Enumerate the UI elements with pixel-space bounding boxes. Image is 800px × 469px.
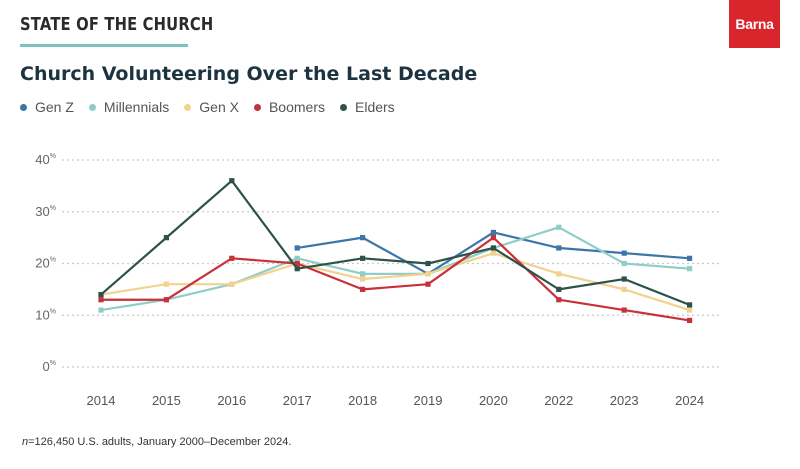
legend-item-elders: Elders — [340, 99, 395, 115]
legend-swatch-boomers — [253, 103, 261, 111]
brand-underline — [20, 44, 188, 47]
series-line-gen-x — [99, 252, 691, 312]
point-boomers-2020 — [490, 235, 496, 241]
y-tick-value-20: 20 — [35, 256, 49, 271]
point-gen-x-2018 — [360, 276, 366, 282]
x-tick-label-2022: 2022 — [544, 393, 573, 408]
x-tick-label-2023: 2023 — [610, 393, 639, 408]
legend-item-gen-z: Gen Z — [20, 99, 74, 115]
legend-item-gen-x: Gen X — [184, 99, 239, 115]
point-millennials-2017 — [294, 255, 300, 261]
point-elders-2020 — [490, 245, 496, 251]
barna-logo: Barna — [729, 0, 780, 48]
point-gen-z-2023 — [621, 250, 627, 256]
legend-label-elders: Elders — [355, 99, 395, 115]
point-boomers-2019 — [425, 281, 431, 287]
point-gen-z-2022 — [556, 245, 562, 251]
y-tick-suffix-20: % — [50, 257, 56, 264]
y-tick-suffix-40: % — [50, 153, 56, 160]
legend-label-gen-x: Gen X — [199, 99, 239, 115]
series-boomers — [98, 235, 693, 324]
point-gen-z-2024 — [687, 255, 693, 261]
point-boomers-2016 — [229, 255, 235, 261]
legend-swatch-gen-z — [20, 103, 27, 111]
point-boomers-2024 — [687, 317, 693, 324]
series-line-elders — [99, 179, 691, 306]
point-gen-z-2018 — [360, 235, 366, 241]
point-millennials-2023 — [621, 260, 627, 267]
point-gen-z-2017 — [294, 245, 300, 251]
y-tick-label-20: 20% — [35, 256, 56, 271]
point-millennials-2022 — [556, 224, 562, 230]
chart-title: Church Volunteering Over the Last Decade — [20, 63, 478, 85]
point-millennials-2018 — [360, 271, 366, 277]
point-elders-2022 — [556, 286, 562, 292]
x-tick-label-2015: 2015 — [152, 393, 181, 408]
point-gen-x-2015 — [163, 281, 169, 287]
point-boomers-2022 — [556, 297, 562, 303]
y-tick-suffix-10: % — [50, 308, 56, 315]
x-tick-label-2017: 2017 — [283, 393, 312, 408]
legend-swatch-gen-x — [184, 103, 192, 111]
point-millennials-2024 — [687, 266, 693, 272]
footnote-n-label: n — [22, 436, 29, 448]
legend-swatch-millennials — [88, 103, 96, 111]
footnote-text: =126,450 U.S. adults, January 2000–Decem… — [28, 436, 292, 448]
point-gen-x-2022 — [556, 271, 562, 277]
legend-label-gen-z: Gen Z — [35, 99, 74, 115]
y-tick-value-0: 0 — [43, 359, 50, 374]
x-tick-label-2024: 2024 — [675, 393, 704, 408]
y-tick-suffix-30: % — [50, 205, 56, 212]
point-elders-2024 — [687, 302, 693, 308]
point-elders-2018 — [360, 255, 366, 261]
series-line-boomers — [99, 236, 691, 322]
sample-footnote: n=126,450 U.S. adults, January 2000–Dece… — [22, 436, 291, 448]
point-boomers-2018 — [360, 286, 366, 292]
series-line-millennials — [99, 226, 691, 312]
point-gen-x-2024 — [687, 307, 693, 313]
y-tick-value-30: 30 — [35, 204, 49, 219]
legend-item-millennials: Millennials — [88, 99, 170, 115]
y-tick-value-10: 10 — [35, 307, 49, 322]
point-elders-2019 — [425, 260, 431, 267]
legend-swatch-elders — [340, 103, 347, 111]
point-gen-x-2023 — [621, 286, 627, 292]
chart-legend: Gen Z Millennials Gen X Boomers Elders — [20, 99, 410, 115]
point-elders-2015 — [163, 235, 169, 241]
point-boomers-2017 — [294, 260, 300, 267]
point-elders-2017 — [294, 266, 300, 272]
point-boomers-2023 — [621, 307, 627, 313]
point-elders-2023 — [621, 276, 627, 282]
y-tick-label-0: 0% — [43, 359, 56, 374]
y-tick-suffix-0: % — [50, 360, 56, 367]
legend-label-boomers: Boomers — [268, 99, 325, 115]
y-tick-label-30: 30% — [35, 204, 56, 219]
x-tick-label-2020: 2020 — [479, 393, 508, 408]
y-tick-label-40: 40% — [35, 152, 56, 167]
point-elders-2014 — [98, 291, 104, 298]
point-boomers-2014 — [98, 297, 104, 303]
point-gen-z-2020 — [490, 229, 496, 236]
brand-title: STATE OF THE CHURCH — [20, 14, 214, 35]
series-elders — [98, 178, 693, 308]
x-tick-label-2014: 2014 — [87, 393, 116, 408]
point-gen-x-2016 — [229, 281, 235, 287]
point-boomers-2015 — [163, 297, 169, 303]
point-gen-x-2020 — [490, 250, 496, 256]
point-elders-2016 — [229, 178, 235, 184]
series-millennials — [98, 224, 693, 313]
y-tick-value-40: 40 — [35, 152, 49, 167]
y-tick-label-10: 10% — [35, 307, 56, 322]
x-tick-label-2018: 2018 — [348, 393, 377, 408]
x-tick-label-2019: 2019 — [414, 393, 443, 408]
legend-label-millennials: Millennials — [103, 99, 170, 115]
point-gen-x-2019 — [425, 271, 431, 277]
x-tick-label-2016: 2016 — [217, 393, 246, 408]
point-millennials-2014 — [98, 307, 104, 313]
legend-item-boomers: Boomers — [253, 99, 325, 115]
